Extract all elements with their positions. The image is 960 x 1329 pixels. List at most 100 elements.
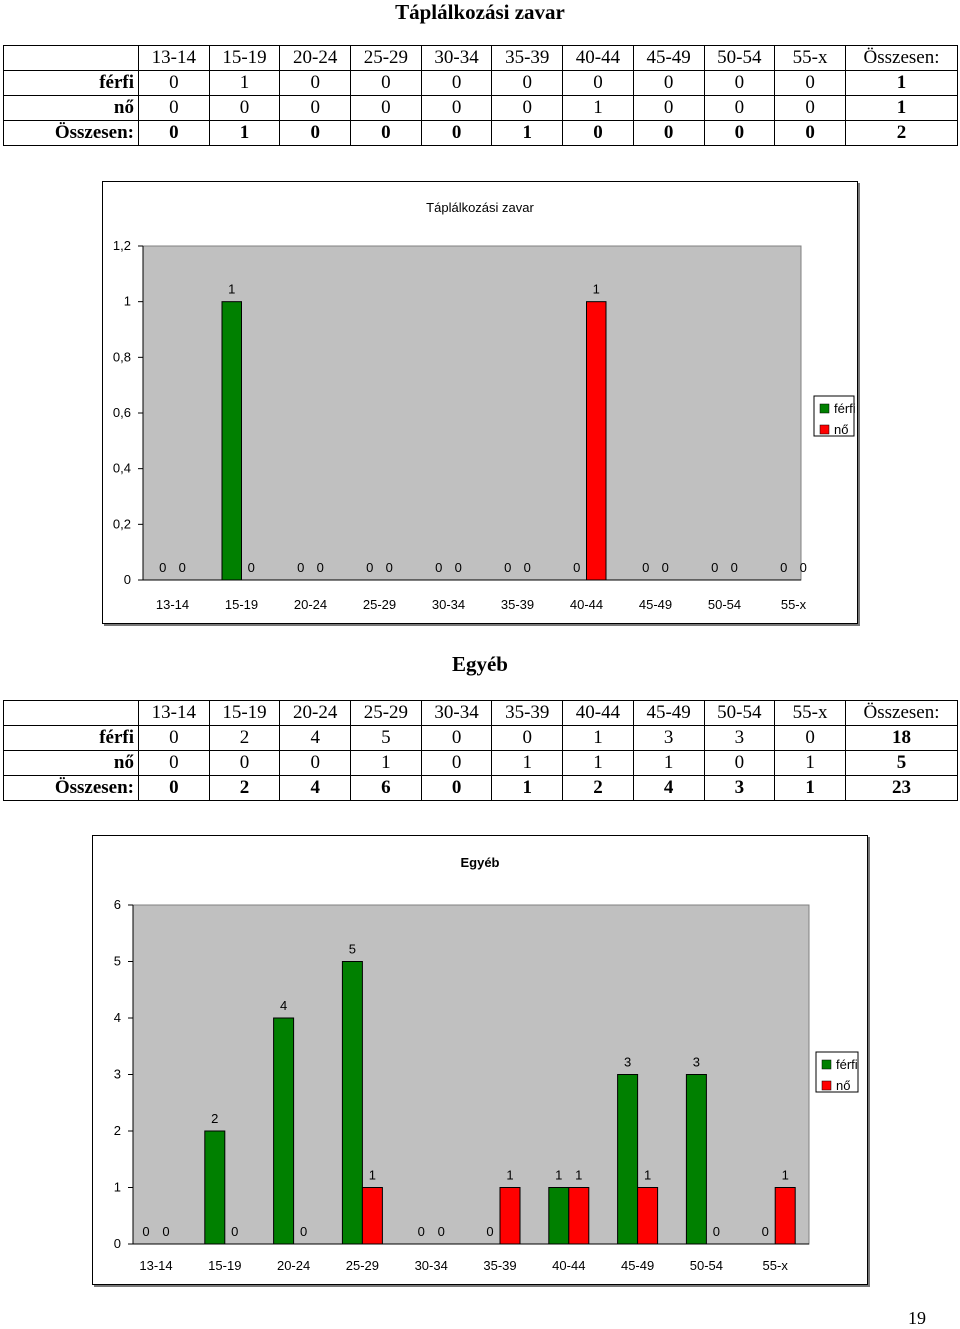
column-header: 55-x xyxy=(774,700,846,726)
y-tick-label: 0,2 xyxy=(113,516,131,531)
x-tick-label: 15-19 xyxy=(225,597,258,612)
table-cell: 5 xyxy=(350,725,422,751)
table-cell: 0 xyxy=(420,750,493,776)
data-label: 0 xyxy=(300,1224,307,1239)
column-header: 40-44 xyxy=(562,700,634,726)
table-cell: 0 xyxy=(138,120,210,146)
table-cell: 0 xyxy=(208,95,281,121)
chart-title: Egyéb xyxy=(460,855,499,870)
legend-label: férfi xyxy=(836,1057,858,1072)
x-tick-label: 50-54 xyxy=(708,597,741,612)
data-label: 0 xyxy=(231,1224,238,1239)
table-cell: 1 xyxy=(562,725,634,751)
column-header: 35-39 xyxy=(491,45,564,71)
column-header: 50-54 xyxy=(703,45,776,71)
table-cell: 23 xyxy=(845,775,958,801)
column-header: 20-24 xyxy=(279,45,352,71)
row-label: Összesen: xyxy=(3,120,139,146)
bar-no xyxy=(568,1187,590,1245)
x-tick-label: 25-29 xyxy=(363,597,396,612)
data-label: 0 xyxy=(418,1224,425,1239)
table-cell: 0 xyxy=(420,775,493,801)
table-corner-cell xyxy=(3,45,139,71)
table-cell: 0 xyxy=(562,70,634,96)
legend-label: férfi xyxy=(834,401,856,416)
bar-ferfi xyxy=(685,1074,707,1245)
data-label: 0 xyxy=(504,560,511,575)
data-label: 1 xyxy=(369,1168,376,1183)
x-tick-label: 30-34 xyxy=(432,597,465,612)
y-tick-label: 1 xyxy=(124,294,131,309)
table-cell: 0 xyxy=(774,70,846,96)
table-cell: 0 xyxy=(420,95,493,121)
data-label: 1 xyxy=(506,1168,513,1183)
column-header: 50-54 xyxy=(703,700,776,726)
table-cell: 0 xyxy=(420,70,493,96)
data-label: 0 xyxy=(366,560,373,575)
table-cell: 0 xyxy=(632,120,705,146)
column-header: 30-34 xyxy=(420,45,493,71)
x-tick-label: 40-44 xyxy=(570,597,603,612)
y-tick-label: 2 xyxy=(114,1123,121,1138)
chart1-svg: Táplálkozási zavar 0 0,2 0,4 0,6 0,8 1 1,2 13-14… xyxy=(113,200,856,612)
table-cell: 0 xyxy=(350,120,422,146)
data-label: 4 xyxy=(280,998,287,1013)
x-tick-label: 30-34 xyxy=(415,1258,448,1273)
table-cell: 0 xyxy=(703,120,776,146)
table1-header-row: 13-14 15-19 20-24 25-29 30-34 35-39 40-44 45-49… xyxy=(3,45,958,71)
table-cell: 3 xyxy=(632,725,705,751)
data-label: 5 xyxy=(349,942,356,957)
data-label: 0 xyxy=(455,560,462,575)
column-header: 45-49 xyxy=(632,700,705,726)
column-header: 35-39 xyxy=(491,700,564,726)
table-cell: 0 xyxy=(138,95,210,121)
data-label: 0 xyxy=(438,1224,445,1239)
data-label: 3 xyxy=(624,1055,631,1070)
chart-title: Táplálkozási zavar xyxy=(426,200,534,215)
data-label: 0 xyxy=(800,560,807,575)
table-row: nő 0 0 0 1 0 1 1 1 0 1 5 xyxy=(3,750,958,776)
table-cell: 18 xyxy=(845,725,958,751)
table-cell: 4 xyxy=(279,725,352,751)
table-cell: 0 xyxy=(562,120,634,146)
data-label: 0 xyxy=(642,560,649,575)
table2-header-row: 13-14 15-19 20-24 25-29 30-34 35-39 40-44 45-49… xyxy=(3,700,958,726)
table-cell: 5 xyxy=(845,750,958,776)
table-cell: 1 xyxy=(632,750,705,776)
table-cell: 1 xyxy=(845,70,958,96)
data-label: 0 xyxy=(248,560,255,575)
table-cell: 4 xyxy=(632,775,705,801)
plot-area xyxy=(142,245,802,581)
y-tick-label: 0,8 xyxy=(113,349,131,364)
row-label: Összesen: xyxy=(3,775,139,801)
column-header: 30-34 xyxy=(420,700,493,726)
data-label: 1 xyxy=(593,282,600,297)
data-label: 1 xyxy=(782,1168,789,1183)
table-cell: 6 xyxy=(350,775,422,801)
table-cell: 2 xyxy=(845,120,958,146)
table-cell: 0 xyxy=(491,70,564,96)
column-header: Összesen: xyxy=(845,700,958,726)
table-cell: 1 xyxy=(350,750,422,776)
bar-no xyxy=(586,301,607,581)
legend-swatch xyxy=(819,424,830,435)
data-label: 0 xyxy=(731,560,738,575)
chart-other: Egyéb 0 1 2 3 4 5 6 13-14 0 0 15-19 2 0 20-24 4 0 25-29 5 1… xyxy=(92,835,868,1285)
bar-ferfi xyxy=(273,1017,295,1245)
table-cell: 0 xyxy=(350,70,422,96)
column-header: 25-29 xyxy=(350,700,422,726)
table-corner-cell xyxy=(3,700,139,726)
table-cell: 0 xyxy=(491,725,564,751)
column-header: 40-44 xyxy=(562,45,634,71)
data-label: 0 xyxy=(486,1224,493,1239)
chart-eating-disorder: Táplálkozási zavar 0 0,2 0,4 0,6 0,8 1 1,2 13-14… xyxy=(102,181,858,624)
data-label: 1 xyxy=(644,1168,651,1183)
column-header: 15-19 xyxy=(208,45,281,71)
data-label: 0 xyxy=(179,560,186,575)
table-cell: 0 xyxy=(279,120,352,146)
table-cell: 3 xyxy=(703,775,776,801)
column-header: 55-x xyxy=(774,45,846,71)
column-header: Összesen: xyxy=(845,45,958,71)
y-tick-label: 1 xyxy=(114,1180,121,1195)
